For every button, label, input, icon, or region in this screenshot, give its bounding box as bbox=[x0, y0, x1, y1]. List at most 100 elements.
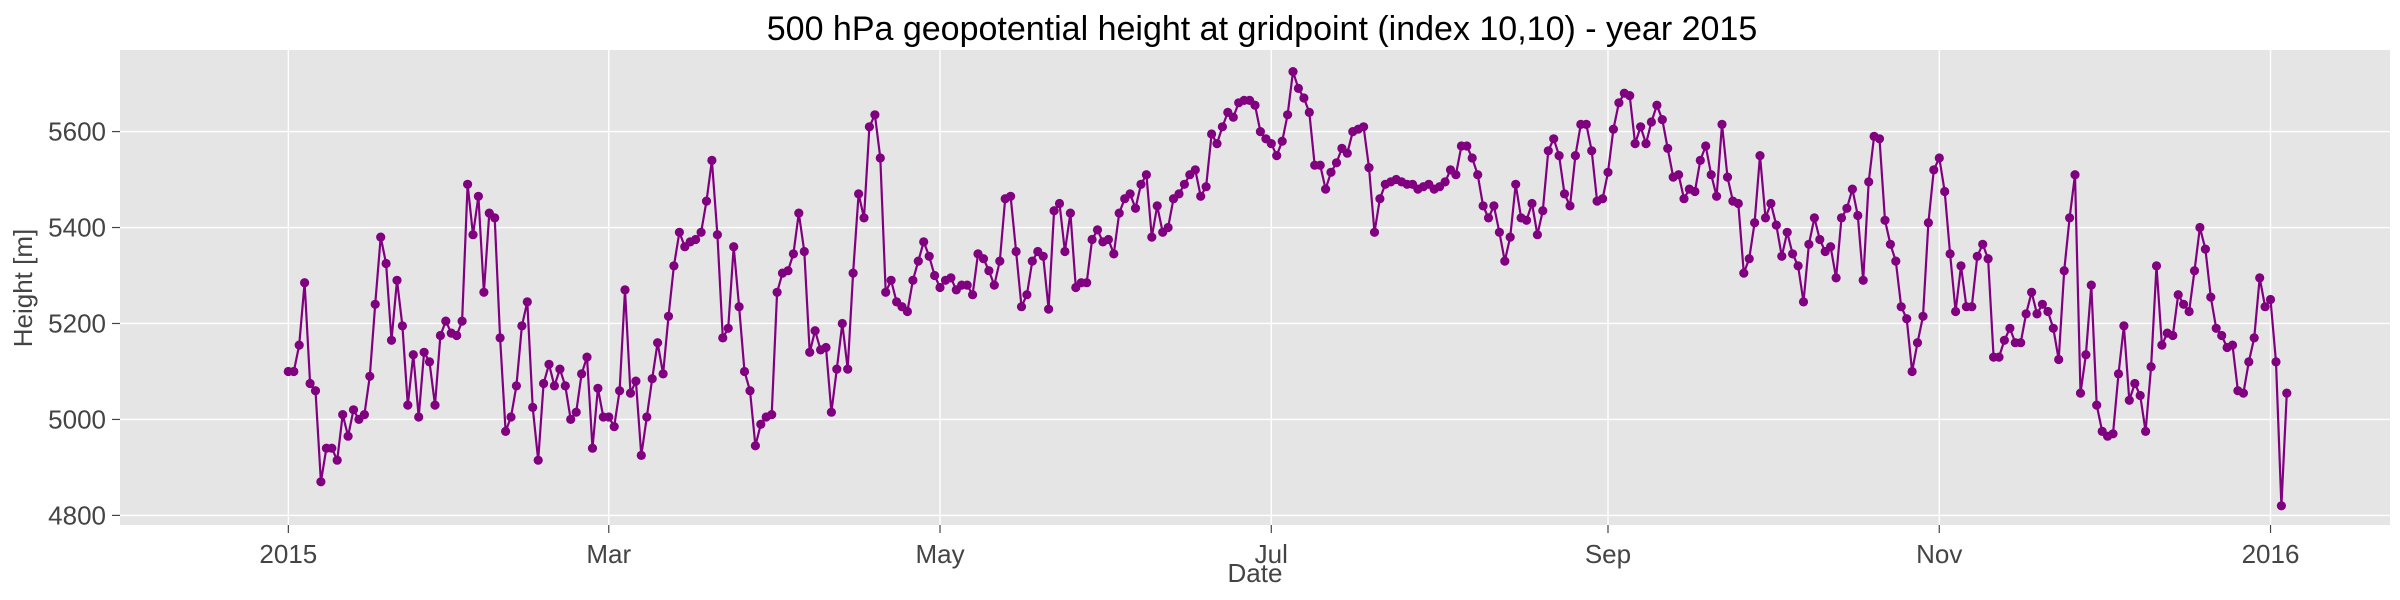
data-point bbox=[984, 266, 994, 276]
data-point bbox=[528, 402, 538, 412]
data-point bbox=[408, 350, 418, 360]
data-point bbox=[2059, 266, 2069, 276]
data-point bbox=[511, 381, 521, 391]
data-point bbox=[300, 278, 310, 288]
data-point bbox=[864, 122, 875, 132]
data-point bbox=[386, 335, 397, 345]
data-point bbox=[1473, 170, 1483, 180]
data-point bbox=[821, 342, 831, 353]
data-point bbox=[1809, 213, 1819, 223]
data-point bbox=[707, 155, 717, 165]
data-point bbox=[886, 275, 896, 285]
data-point bbox=[1918, 311, 1928, 321]
data-point bbox=[1978, 239, 1988, 249]
gridlines bbox=[120, 50, 2390, 525]
data-point bbox=[2027, 287, 2037, 297]
data-point bbox=[930, 270, 940, 281]
x-tick-label: 2016 bbox=[2242, 539, 2300, 569]
data-point bbox=[1945, 249, 1955, 259]
data-point bbox=[1130, 203, 1141, 213]
data-point bbox=[343, 431, 353, 441]
data-point bbox=[1923, 218, 1933, 228]
data-point bbox=[2179, 299, 2189, 309]
data-point bbox=[2184, 306, 2194, 317]
data-point bbox=[1695, 155, 1705, 165]
data-point bbox=[517, 321, 527, 331]
data-point bbox=[2048, 323, 2058, 333]
data-point bbox=[501, 426, 511, 436]
data-point bbox=[968, 290, 978, 300]
data-point bbox=[1652, 100, 1662, 110]
data-point bbox=[1500, 256, 1510, 266]
data-point bbox=[1250, 100, 1260, 110]
data-point bbox=[1951, 306, 1961, 317]
data-point bbox=[1538, 206, 1548, 216]
data-point bbox=[1266, 139, 1276, 149]
data-point bbox=[1902, 314, 1912, 324]
data-point bbox=[289, 366, 299, 377]
data-point bbox=[1657, 115, 1667, 125]
data-point bbox=[2086, 280, 2096, 290]
data-point bbox=[832, 364, 842, 374]
data-point bbox=[365, 371, 375, 381]
data-point bbox=[1587, 146, 1597, 156]
data-point bbox=[1109, 249, 1119, 259]
data-point bbox=[1663, 143, 1673, 153]
data-point bbox=[1201, 182, 1211, 192]
data-point bbox=[1038, 251, 1048, 261]
data-point bbox=[1570, 151, 1580, 161]
data-point bbox=[549, 381, 560, 391]
data-point bbox=[544, 359, 554, 369]
data-point bbox=[1016, 302, 1027, 312]
data-point bbox=[609, 422, 619, 432]
data-point bbox=[615, 386, 625, 396]
data-point bbox=[604, 412, 614, 422]
data-point bbox=[1163, 222, 1173, 233]
data-point bbox=[919, 237, 929, 247]
data-point bbox=[452, 330, 462, 341]
data-point bbox=[2113, 369, 2124, 379]
data-point bbox=[1717, 119, 1727, 129]
data-point bbox=[1006, 191, 1016, 201]
data-point bbox=[756, 419, 766, 429]
data-point bbox=[1603, 167, 1613, 177]
data-point bbox=[810, 326, 820, 336]
data-point bbox=[854, 189, 864, 199]
data-point bbox=[1212, 139, 1222, 149]
data-point bbox=[2227, 340, 2238, 350]
data-point bbox=[1369, 227, 1380, 237]
x-tick-label: Mar bbox=[586, 539, 631, 569]
data-point bbox=[1674, 170, 1684, 180]
data-point bbox=[1315, 160, 1325, 170]
y-tick-label: 5000 bbox=[48, 404, 106, 434]
data-point bbox=[691, 234, 701, 245]
data-point bbox=[1581, 119, 1591, 129]
data-point bbox=[2135, 390, 2145, 401]
data-point bbox=[1489, 201, 1499, 211]
data-point bbox=[2189, 266, 2200, 276]
data-point bbox=[582, 352, 592, 362]
data-point bbox=[1815, 234, 1825, 245]
data-point bbox=[1228, 112, 1238, 122]
data-point bbox=[1532, 230, 1542, 240]
data-point bbox=[2146, 362, 2156, 372]
data-point bbox=[859, 213, 869, 223]
data-point bbox=[946, 273, 956, 283]
data-point bbox=[881, 287, 891, 297]
data-point bbox=[457, 316, 467, 326]
data-point bbox=[1136, 179, 1146, 189]
data-point bbox=[571, 407, 581, 417]
data-point bbox=[1766, 198, 1776, 209]
data-point bbox=[495, 333, 505, 343]
data-point bbox=[2070, 170, 2080, 180]
data-point bbox=[2124, 395, 2134, 405]
data-point bbox=[995, 256, 1005, 266]
data-point bbox=[712, 230, 723, 240]
data-point bbox=[441, 316, 451, 326]
data-point bbox=[1853, 210, 1863, 221]
plot-area bbox=[120, 50, 2390, 525]
data-point bbox=[620, 285, 630, 295]
data-point bbox=[962, 280, 972, 290]
data-point bbox=[2238, 388, 2248, 398]
x-tick-label: Jul bbox=[1255, 539, 1288, 569]
